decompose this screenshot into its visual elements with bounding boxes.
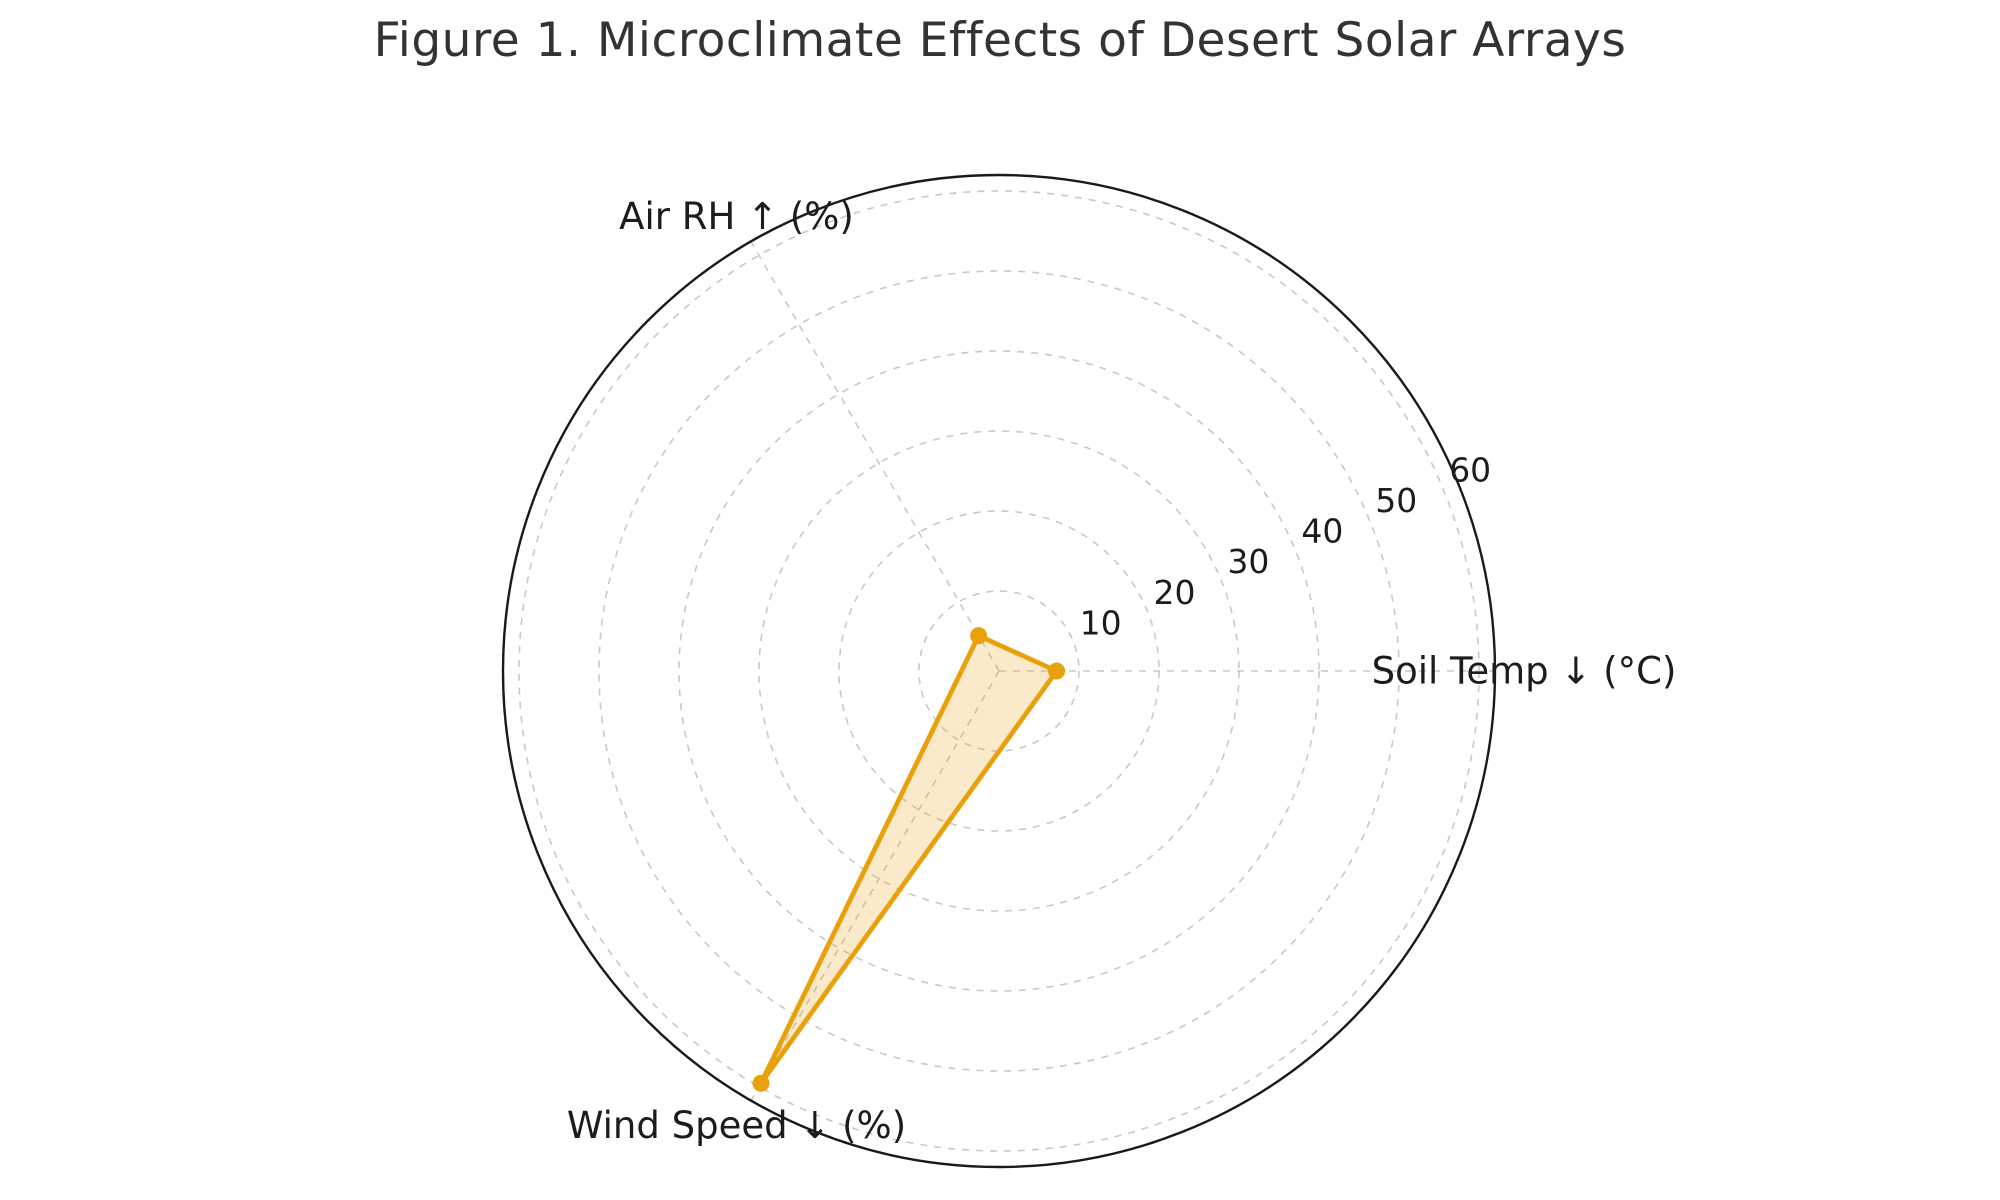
data-point-0 [1048,662,1066,680]
radial-tick-label-30: 30 [1227,542,1269,581]
figure-title: Figure 1. Microclimate Effects of Desert… [373,13,1627,68]
radial-tick-label-20: 20 [1154,573,1196,612]
category-label-1: Air RH ↑ (%) [619,195,854,238]
radial-tick-label-10: 10 [1080,603,1122,642]
radial-tick-label-60: 60 [1449,450,1491,489]
data-point-2 [752,1074,770,1092]
polar-outline [501,173,1497,1169]
data-polygon-fill [761,635,1057,1084]
radial-gridline-40 [678,350,1320,992]
category-label-2: Wind Speed ↓ (%) [567,1104,906,1147]
data-polygon-outline [758,633,1059,1086]
radial-tick-label-40: 40 [1301,512,1343,551]
radial-gridline-50 [598,270,1400,1072]
data-point-1 [970,627,988,645]
radial-gridline-10 [918,590,1080,752]
radial-tick-label-50: 50 [1375,481,1417,520]
category-label-0: Soil Temp ↓ (°C) [1372,650,1677,693]
axis-spoke-1 [750,241,1000,672]
